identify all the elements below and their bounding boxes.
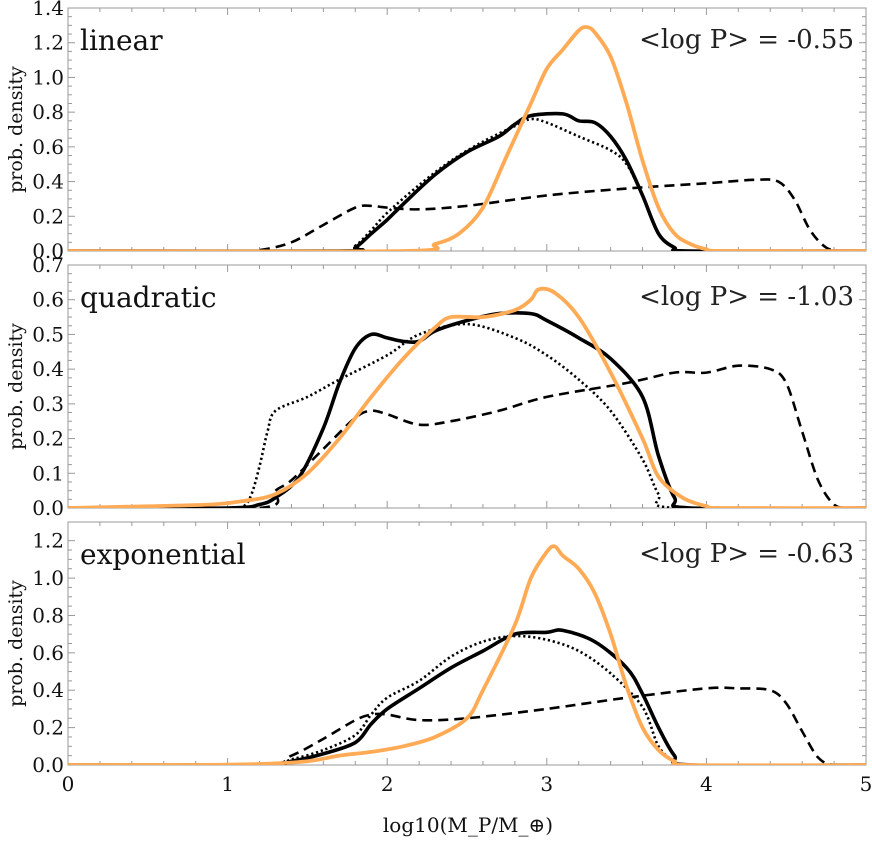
y-tick-label: 0.6 [32, 641, 64, 665]
series-line-dotted [68, 117, 866, 251]
y-tick-label: 0.0 [32, 239, 64, 263]
panel-annotation: <log P> = -0.63 [639, 539, 854, 569]
panel-label: quadratic [80, 281, 217, 314]
series-group [68, 25, 866, 251]
y-tick-label: 0.1 [32, 461, 64, 485]
y-tick-label: 1.4 [32, 0, 64, 20]
y-tick-label: 0.4 [32, 678, 64, 702]
panel-annotation: <log P> = -1.03 [639, 282, 854, 312]
x-tick-label: 0 [62, 772, 75, 796]
y-axis-label: prob. density [5, 66, 27, 193]
series-group [68, 286, 866, 508]
y-tick-label: 0.6 [32, 288, 64, 312]
x-tick-label: 2 [381, 772, 394, 796]
panel-annotation: <log P> = -0.55 [639, 25, 854, 55]
y-tick-label: 0.0 [32, 496, 64, 520]
y-tick-label: 0.6 [32, 135, 64, 159]
y-tick-label: 1.2 [32, 31, 64, 55]
series-line-dashed [68, 178, 866, 251]
y-tick-label: 0.4 [32, 357, 64, 381]
series-line-dotted [68, 322, 866, 508]
y-tick-label: 0.7 [32, 253, 64, 277]
y-axis-label: prob. density [5, 580, 27, 707]
y-axis-label: prob. density [5, 323, 27, 450]
series-line-orange [68, 544, 866, 765]
x-tick-label: 3 [540, 772, 553, 796]
panels-layer: 0.0 0.2 0.4 0.6 0.8 1.0 1.2 1.4 prob. density lin… [5, 0, 872, 796]
panel-exponential: 0.0 0.2 0.4 0.6 0.8 1.0 1.2 0 1 2 3 4 5 prob. density… [5, 521, 872, 796]
y-tick-label: 0.0 [32, 753, 64, 777]
y-tick-label: 0.2 [32, 716, 64, 740]
x-axis-label: log10(M_P/M_⊕) [383, 813, 553, 837]
panel-quadratic: 0.0 0.1 0.2 0.3 0.4 0.5 0.6 0.7 prob. density qua… [5, 253, 867, 520]
y-tick-label: 0.3 [32, 392, 64, 416]
series-line-solid_black [68, 111, 866, 251]
y-tick-label: 0.4 [32, 170, 64, 194]
x-tick-label: 4 [700, 772, 713, 796]
y-tick-label: 1.0 [32, 566, 64, 590]
y-tick-label: 0.8 [32, 100, 64, 124]
x-tick-label: 1 [221, 772, 234, 796]
series-line-orange [68, 25, 866, 251]
series-line-dashed [68, 364, 866, 508]
y-tick-label: 0.2 [32, 204, 64, 228]
x-tick-label: 5 [860, 772, 872, 796]
y-tick-label: 0.8 [32, 603, 64, 627]
series-line-dashed [68, 686, 866, 765]
series-line-dotted [68, 634, 866, 765]
panel-label: exponential [80, 538, 246, 571]
series-group [68, 544, 866, 765]
panel-linear: 0.0 0.2 0.4 0.6 0.8 1.0 1.2 1.4 prob. density lin… [5, 0, 867, 263]
panel-label: linear [80, 24, 163, 57]
series-line-solid_black [68, 628, 866, 765]
y-tick-label: 1.2 [32, 529, 64, 553]
series-line-solid_black [68, 310, 866, 508]
y-tick-label: 1.0 [32, 65, 64, 89]
y-tick-label: 0.5 [32, 322, 64, 346]
series-line-orange [68, 286, 866, 508]
y-tick-label: 0.2 [32, 427, 64, 451]
